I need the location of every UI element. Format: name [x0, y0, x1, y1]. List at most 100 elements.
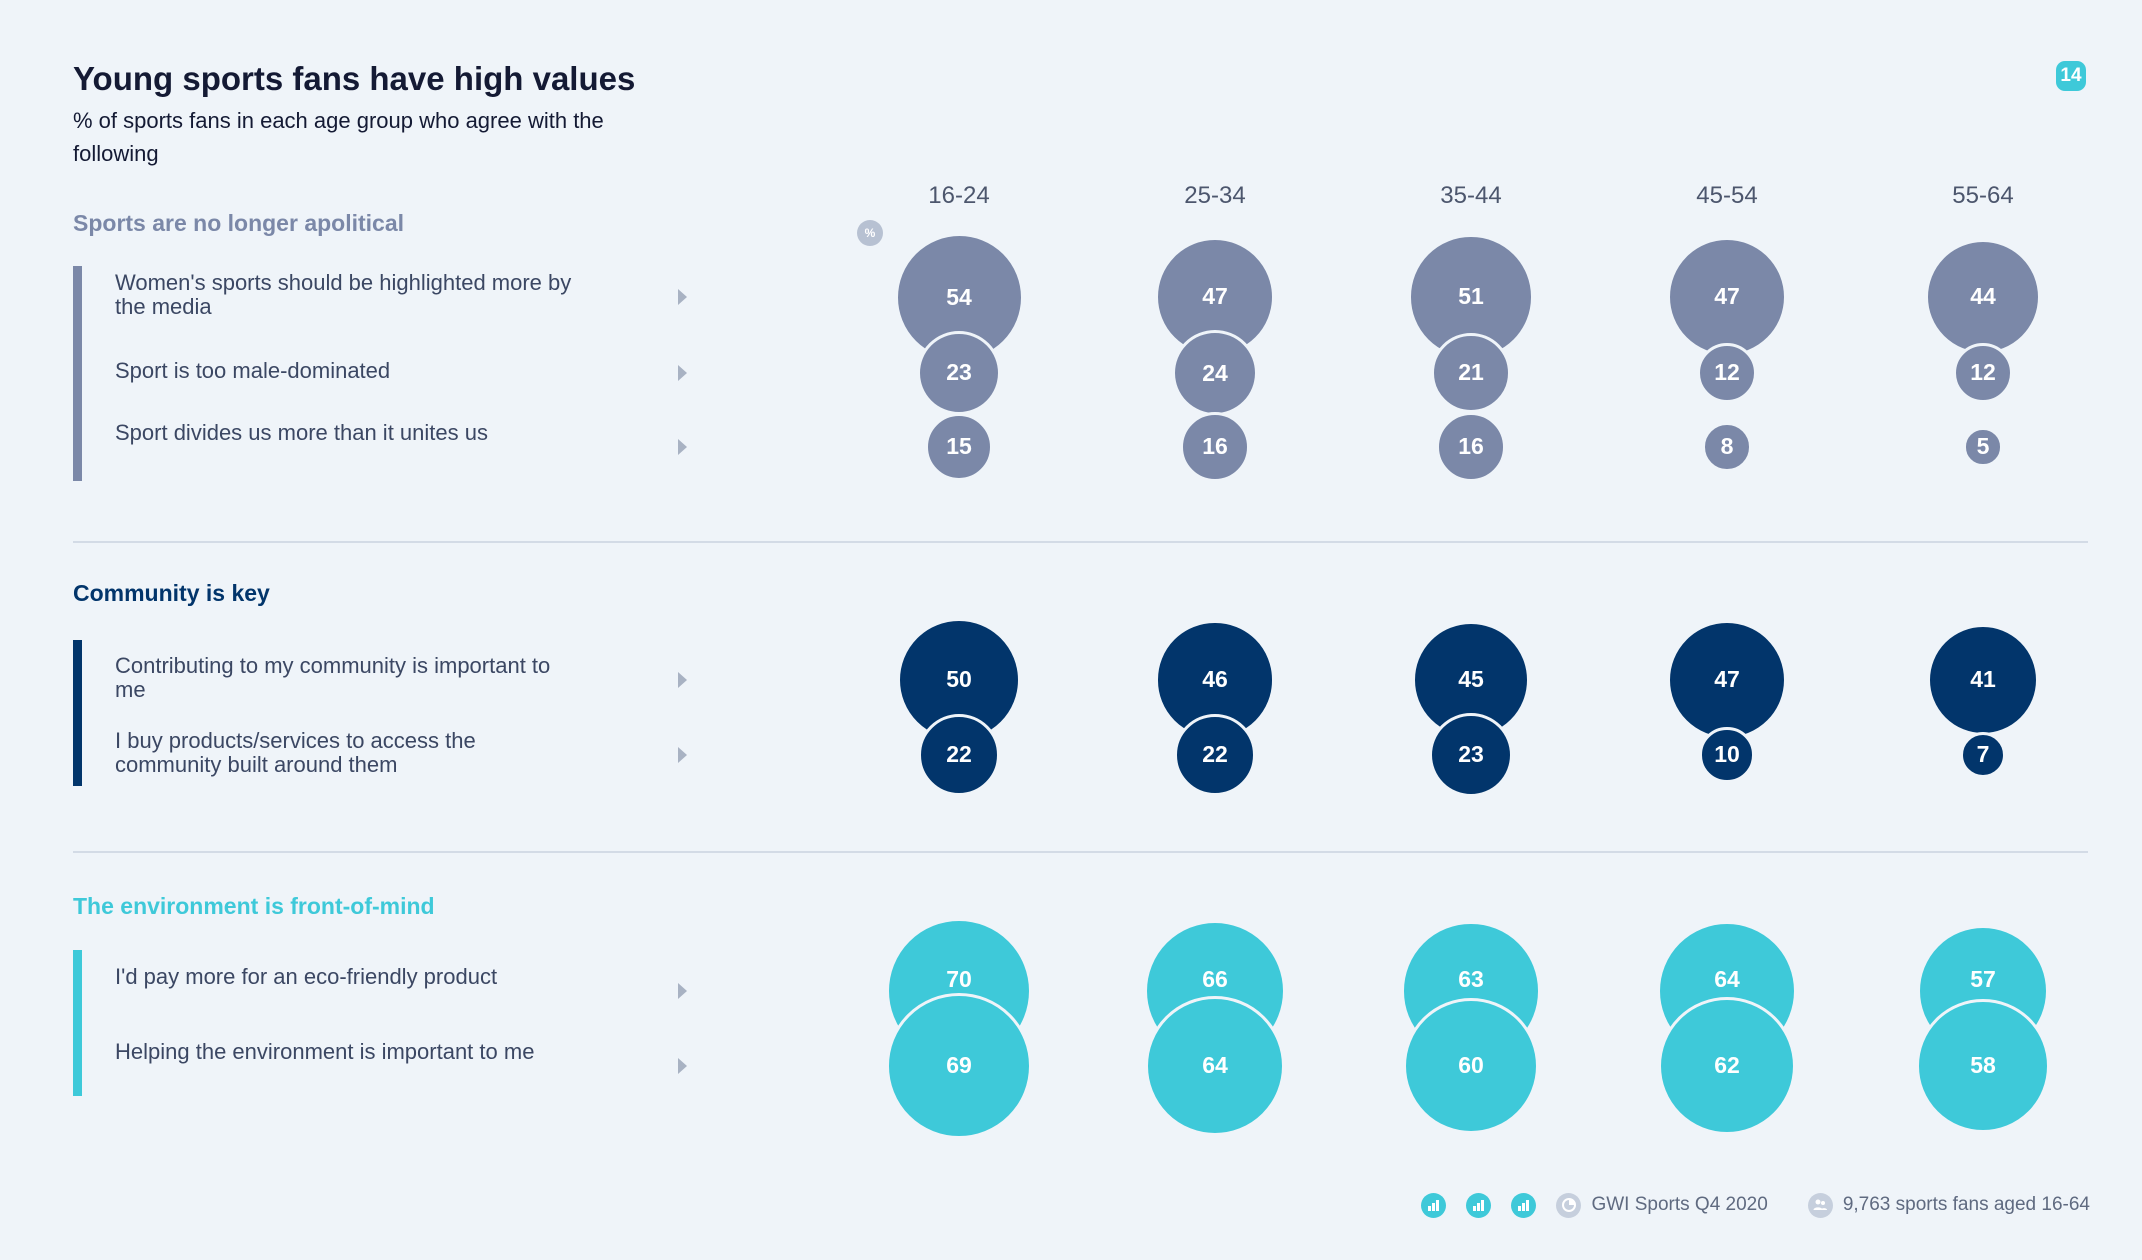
bubble-value: 54	[946, 283, 972, 310]
percent-icon: %	[857, 220, 883, 246]
row-label: Contributing to my community is importan…	[115, 653, 551, 702]
data-bubble: 69	[886, 993, 1032, 1139]
section-accent-bar	[73, 640, 82, 786]
bubble-value: 69	[946, 1052, 972, 1079]
data-bubble: 16	[1435, 411, 1507, 483]
data-bubble: 22	[917, 713, 1001, 797]
bubble-value: 64	[1714, 965, 1740, 992]
data-bubble: 8	[1702, 422, 1752, 472]
age-group-label: 16-24	[928, 182, 990, 209]
page-number-badge: 14	[2056, 61, 2086, 91]
bubble-value: 47	[1714, 283, 1740, 310]
bubble-value: 70	[946, 965, 972, 992]
bubble-value: 51	[1458, 283, 1484, 310]
expand-arrow-icon[interactable]	[678, 365, 687, 381]
bubble-value: 57	[1970, 965, 1996, 992]
data-bubble: 60	[1403, 998, 1539, 1134]
data-bubble: 44	[1924, 238, 2042, 356]
bubble-value: 15	[946, 433, 972, 460]
section-divider	[73, 851, 2088, 853]
row-label: Helping the environment is important to …	[115, 1039, 535, 1064]
data-bubble: 64	[1144, 995, 1286, 1137]
data-bubble: 15	[925, 413, 993, 481]
data-bubble: 47	[1666, 236, 1788, 358]
pie-chart-icon	[1556, 1192, 1582, 1218]
data-bubble: 51	[1408, 234, 1534, 360]
data-bubble: 23	[916, 330, 1002, 416]
bubble-value: 22	[1202, 741, 1228, 768]
bubble-value: 23	[946, 359, 972, 386]
row-label: I'd pay more for an eco-friendly product	[115, 964, 498, 989]
expand-arrow-icon[interactable]	[678, 672, 687, 688]
data-bubble: 21	[1430, 332, 1512, 414]
source-text: GWI Sports Q4 2020	[1591, 1194, 1768, 1215]
bar-chart-icon[interactable]	[1421, 1192, 1447, 1218]
bubble-value: 62	[1714, 1052, 1740, 1079]
page-subtitle: % of sports fans in each age group who a…	[73, 108, 604, 166]
age-group-label: 45-54	[1696, 182, 1758, 209]
bubble-value: 66	[1202, 965, 1228, 992]
data-bubble: 47	[1666, 619, 1788, 741]
bubble-value: 24	[1202, 359, 1228, 386]
data-bubble: 12	[1696, 342, 1758, 404]
row-label: Women's sports should be highlighted mor…	[115, 270, 572, 319]
row-label: I buy products/services to access the co…	[115, 728, 476, 777]
data-bubble: 5	[1963, 427, 2003, 467]
bubble-value: 21	[1458, 359, 1484, 386]
expand-arrow-icon[interactable]	[678, 289, 687, 305]
bubble-value: 8	[1720, 433, 1734, 460]
bubble-value: 45	[1458, 666, 1484, 693]
bubble-value: 41	[1970, 666, 1996, 693]
bubble-value: 64	[1202, 1052, 1228, 1079]
row-label: Sport divides us more than it unites us	[115, 420, 488, 445]
section-accent-bar	[73, 266, 82, 481]
bubble-value: 12	[1970, 359, 1996, 386]
footer: GWI Sports Q4 2020 9,763 sports fans age…	[1390, 1189, 2090, 1221]
bubble-value: 58	[1970, 1052, 1996, 1079]
section-title: Sports are no longer apolitical	[73, 210, 405, 236]
row-label: Sport is too male-dominated	[115, 358, 391, 383]
age-group-label: 55-64	[1952, 182, 2014, 209]
bubble-value: 60	[1458, 1052, 1484, 1079]
expand-arrow-icon[interactable]	[678, 747, 687, 763]
data-bubble: 16	[1179, 411, 1251, 483]
bubble-value: 50	[946, 666, 972, 693]
data-bubble: 12	[1952, 342, 2014, 404]
page-title: Young sports fans have high values	[73, 60, 636, 97]
base-text: 9,763 sports fans aged 16-64	[1842, 1194, 2090, 1215]
data-bubble: 47	[1154, 236, 1276, 358]
bubble-value: 47	[1714, 666, 1740, 693]
bubble-value: 7	[1976, 741, 1990, 768]
bubble-value: 44	[1970, 283, 1996, 310]
section-title: Community is key	[73, 580, 270, 606]
data-bubble: 22	[1173, 713, 1257, 797]
bubble-value: 46	[1202, 666, 1228, 693]
bubble-value: 10	[1714, 741, 1740, 768]
section-divider	[73, 541, 2088, 543]
bubble-value: 63	[1458, 965, 1484, 992]
age-group-label: 25-34	[1184, 182, 1246, 209]
section-title: The environment is front-of-mind	[73, 893, 435, 919]
bar-chart-icon[interactable]	[1466, 1192, 1492, 1218]
people-icon	[1807, 1192, 1833, 1218]
age-group-label: 35-44	[1440, 182, 1502, 209]
data-bubble: 62	[1657, 996, 1797, 1136]
bubble-value: 16	[1458, 433, 1484, 460]
data-bubble: 10	[1699, 727, 1755, 783]
bubble-value: 12	[1714, 359, 1740, 386]
bubble-value: 47	[1202, 283, 1228, 310]
section-accent-bar	[73, 950, 82, 1096]
expand-arrow-icon[interactable]	[678, 983, 687, 999]
data-bubble: 23	[1428, 712, 1514, 798]
expand-arrow-icon[interactable]	[678, 439, 687, 455]
bubble-value: 5	[1976, 433, 1990, 460]
data-bubble: 58	[1916, 999, 2050, 1133]
expand-arrow-icon[interactable]	[678, 1058, 687, 1074]
data-bubble: 7	[1959, 731, 2007, 779]
data-bubble: 24	[1172, 330, 1258, 416]
bubble-value: 23	[1458, 741, 1484, 768]
data-bubble: 41	[1926, 623, 2040, 737]
bar-chart-icon[interactable]	[1511, 1192, 1537, 1218]
bubble-value: 16	[1202, 433, 1228, 460]
bubble-value: 22	[946, 741, 972, 768]
